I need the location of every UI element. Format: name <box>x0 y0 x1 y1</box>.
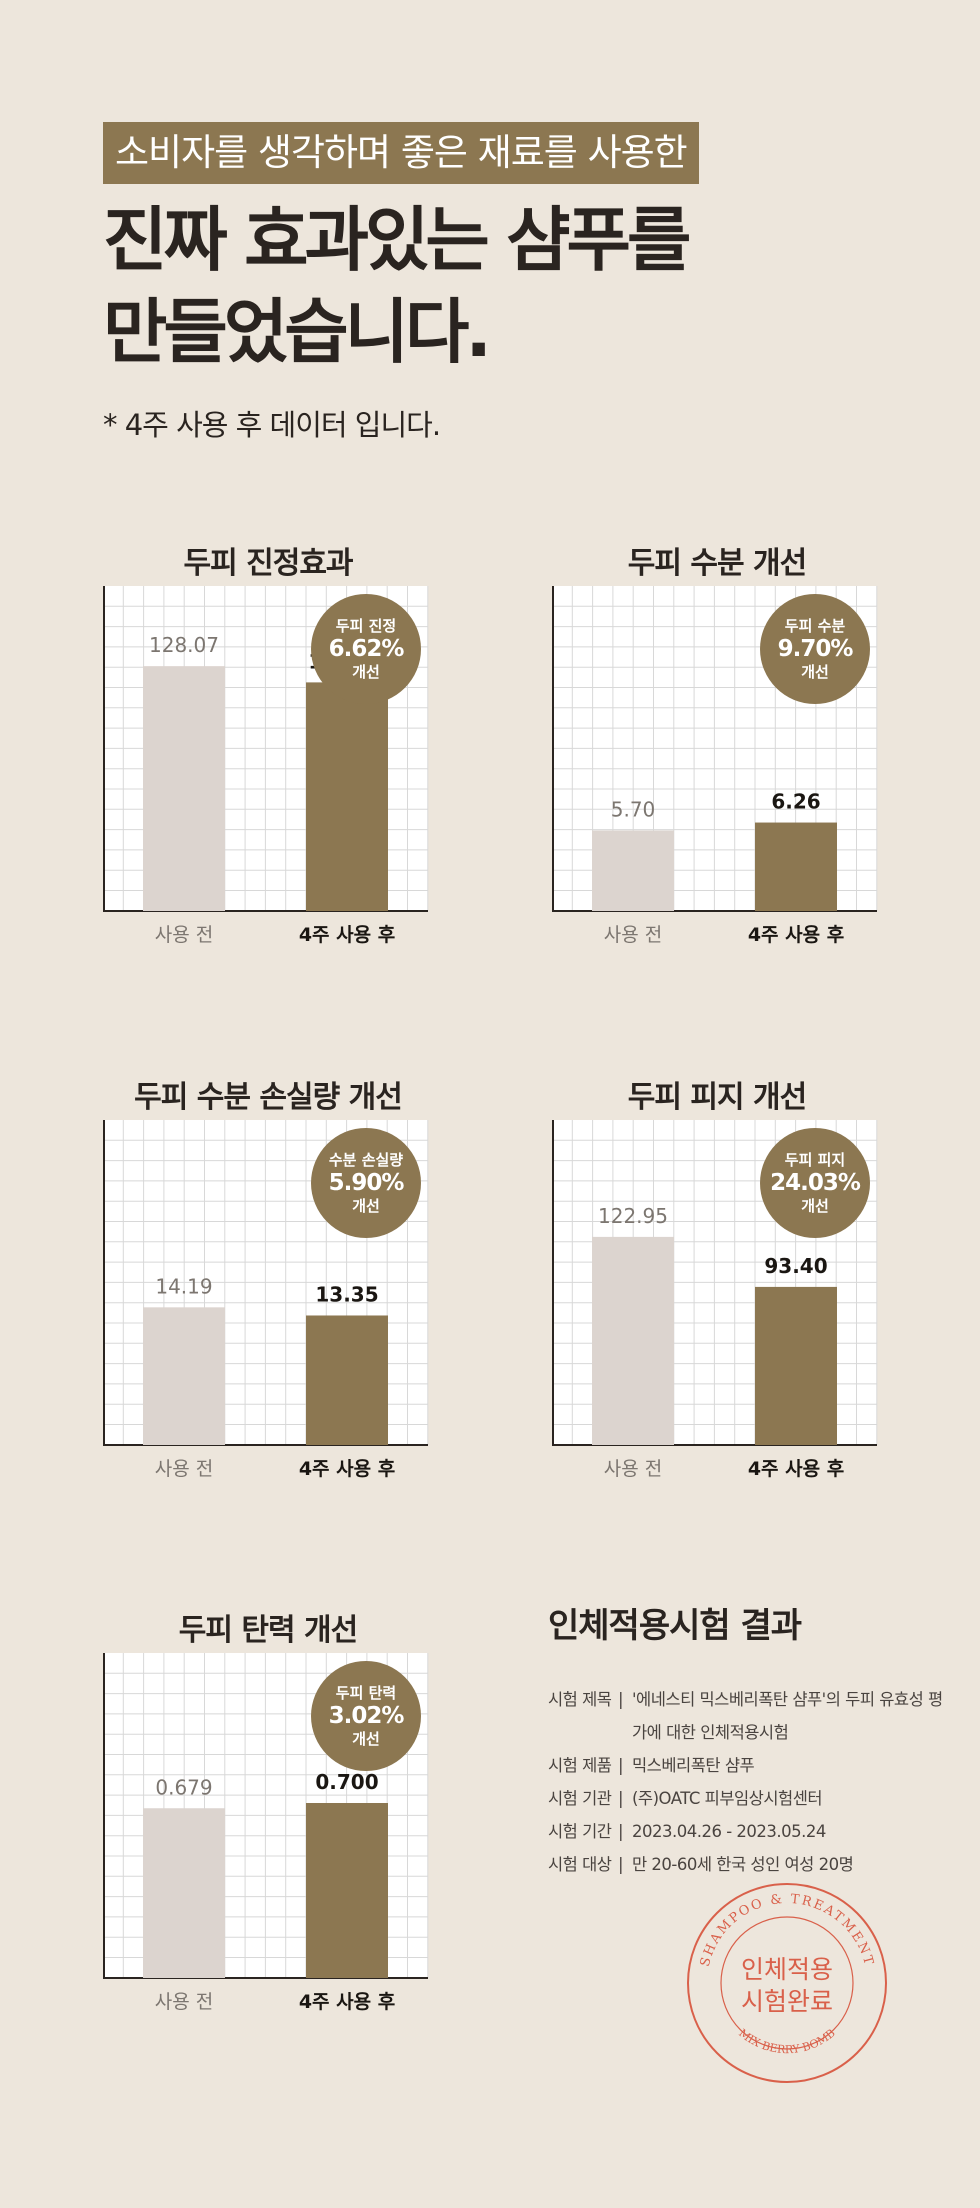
value-label-after: 6.26 <box>771 790 820 814</box>
badge-percent: 3.02% <box>328 1703 405 1729</box>
info-value: (주)OATC 피부임상시험센터 <box>632 1789 823 1808</box>
info-label: 시험 기관 <box>548 1789 612 1808</box>
category-label-after: 4주 사용 후 <box>299 1458 395 1480</box>
chart-title: 두피 수분 손실량 개선 <box>134 1080 403 1115</box>
bar-before <box>592 1236 674 1445</box>
test-info-panel: 인체적용시험 결과 시험 제목 | '에네스티 믹스베리폭탄 샴푸'의 두피 유… <box>548 1598 948 1881</box>
info-separator: | <box>618 1789 624 1808</box>
value-label-after: 0.700 <box>315 1770 378 1794</box>
info-value: 믹스베리폭탄 샴푸 <box>632 1756 755 1775</box>
value-label-after: 13.35 <box>315 1282 378 1306</box>
bar-after <box>755 1286 837 1445</box>
category-label-before: 사용 전 <box>604 1458 662 1480</box>
info-value: 2023.04.26 - 2023.05.24 <box>632 1822 826 1841</box>
badge-label: 두피 진정 <box>335 617 397 635</box>
improvement-badge: 두피 수분 9.70% 개선 <box>760 594 870 704</box>
category-label-before: 사용 전 <box>604 924 662 946</box>
category-label-after: 4주 사용 후 <box>748 924 844 946</box>
badge-suffix: 개선 <box>801 1197 829 1215</box>
info-row: 시험 대상 | 만 20-60세 한국 성인 여성 20명 <box>548 1848 948 1881</box>
info-label: 시험 대상 <box>548 1855 612 1874</box>
bar-chart-svg: 122.95 사용 전 93.40 4주 사용 후 <box>552 1120 878 1480</box>
header: 소비자를 생각하며 좋은 재료를 사용한 진짜 효과있는 샴푸를 만들었습니다.… <box>103 122 699 444</box>
info-row: 시험 기관 | (주)OATC 피부임상시험센터 <box>548 1782 948 1815</box>
category-label-after: 4주 사용 후 <box>748 1458 844 1480</box>
value-label-before: 122.95 <box>598 1204 668 1228</box>
info-separator: | <box>618 1822 624 1841</box>
category-label-after: 4주 사용 후 <box>299 924 395 946</box>
info-label: 시험 제품 <box>548 1756 612 1775</box>
value-label-before: 128.07 <box>149 633 219 657</box>
bar-chart-svg: 0.679 사용 전 0.700 4주 사용 후 <box>103 1653 429 2013</box>
badge-percent: 5.90% <box>328 1170 405 1196</box>
info-value: '에네스티 믹스베리폭탄 샴푸'의 두피 유효성 평가에 대한 인체적용시험 <box>632 1690 943 1742</box>
info-separator: | <box>618 1690 624 1709</box>
test-complete-stamp: SHAMPOO & TREATMENT MIX BERRY BOMB 인체적용 … <box>687 1883 887 2083</box>
improvement-badge: 수분 손실량 5.90% 개선 <box>311 1128 421 1238</box>
bar-before <box>143 1808 225 1978</box>
value-label-before: 14.19 <box>155 1274 212 1298</box>
category-label-before: 사용 전 <box>155 924 213 946</box>
bar-after <box>306 682 388 911</box>
badge-label: 두피 수분 <box>784 617 846 635</box>
info-title: 인체적용시험 결과 <box>548 1606 802 1646</box>
info-row: 시험 기간 | 2023.04.26 - 2023.05.24 <box>548 1815 948 1848</box>
page-headline: 진짜 효과있는 샴푸를 만들었습니다. <box>103 194 699 378</box>
badge-percent: 9.70% <box>777 636 854 662</box>
category-label-after: 4주 사용 후 <box>299 1991 395 2013</box>
info-label: 시험 기간 <box>548 1822 612 1841</box>
badge-label: 두피 피지 <box>784 1151 846 1169</box>
chart-title: 두피 진정효과 <box>183 546 353 581</box>
badge-suffix: 개선 <box>352 1197 380 1215</box>
chart-title: 두피 수분 개선 <box>627 546 808 581</box>
data-note: * 4주 사용 후 데이터 입니다. <box>103 408 441 442</box>
info-row: 시험 제품 | 믹스베리폭탄 샴푸 <box>548 1749 948 1782</box>
stamp-arc-bottom: MIX BERRY BOMB <box>736 2026 837 2056</box>
info-row: 시험 제목 | '에네스티 믹스베리폭탄 샴푸'의 두피 유효성 평가에 대한 … <box>548 1683 948 1749</box>
info-label: 시험 제목 <box>548 1690 612 1709</box>
highlight-subtitle: 소비자를 생각하며 좋은 재료를 사용한 <box>103 122 699 184</box>
category-label-before: 사용 전 <box>155 1991 213 2013</box>
improvement-badge: 두피 탄력 3.02% 개선 <box>311 1661 421 1771</box>
bar-before <box>143 666 225 911</box>
stamp-line-2: 시험완료 <box>741 1987 833 2016</box>
improvement-badge: 두피 진정 6.62% 개선 <box>311 594 421 704</box>
badge-label: 두피 탄력 <box>335 1684 397 1702</box>
chart-title: 두피 탄력 개선 <box>178 1613 359 1648</box>
headline-line-2: 만들었습니다. <box>103 291 492 373</box>
info-separator: | <box>618 1756 624 1775</box>
badge-label: 수분 손실량 <box>328 1151 404 1169</box>
bar-after <box>755 822 837 911</box>
value-label-before: 5.70 <box>611 797 656 821</box>
value-label-before: 0.679 <box>155 1775 212 1799</box>
bar-before <box>592 830 674 911</box>
badge-suffix: 개선 <box>801 663 829 681</box>
info-separator: | <box>618 1855 624 1874</box>
badge-percent: 24.03% <box>770 1170 861 1196</box>
chart-title: 두피 피지 개선 <box>627 1080 808 1115</box>
bar-before <box>143 1307 225 1445</box>
info-value: 만 20-60세 한국 성인 여성 20명 <box>632 1855 854 1874</box>
value-label-after: 93.40 <box>764 1254 827 1278</box>
category-label-before: 사용 전 <box>155 1458 213 1480</box>
bar-after <box>306 1315 388 1445</box>
headline-line-1: 진짜 효과있는 샴푸를 <box>103 199 691 281</box>
improvement-badge: 두피 피지 24.03% 개선 <box>760 1128 870 1238</box>
stamp-line-1: 인체적용 <box>741 1955 833 1984</box>
bar-after <box>306 1803 388 1978</box>
badge-suffix: 개선 <box>352 1730 380 1748</box>
badge-suffix: 개선 <box>352 663 380 681</box>
badge-percent: 6.62% <box>328 636 405 662</box>
